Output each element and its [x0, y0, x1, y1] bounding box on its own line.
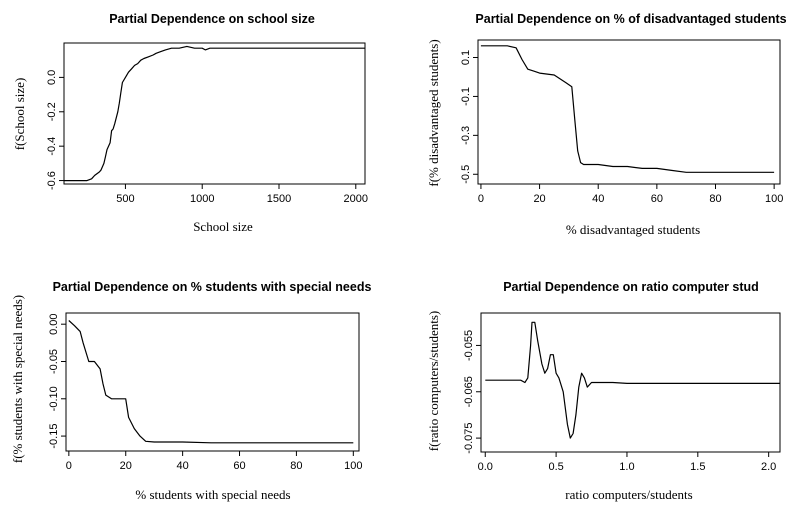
x-axis-label: School size: [193, 219, 253, 234]
x-tick-label: 100: [344, 460, 362, 472]
chart-title: Partial Dependence on school size: [109, 12, 315, 26]
y-tick-label: -0.055: [463, 330, 475, 361]
x-axis-ticks: 0 20 40 60 80 100: [66, 451, 362, 472]
y-tick-label: 0.0: [46, 70, 58, 85]
x-tick-label: 0: [478, 193, 484, 205]
y-tick-label: -0.4: [46, 137, 58, 156]
y-tick-label: -0.05: [48, 349, 60, 374]
y-tick-label: 0.1: [460, 50, 472, 65]
x-tick-label: 60: [651, 193, 663, 205]
y-axis-label: f(% students with special needs): [10, 295, 25, 463]
plot-frame: [477, 39, 781, 185]
x-tick-label: 1500: [267, 193, 291, 205]
y-axis-label: f(ratio computers/students): [426, 311, 441, 451]
partial-dependence-line: [64, 45, 365, 182]
x-tick-label: 1.0: [619, 461, 634, 473]
y-tick-label: -0.5: [460, 165, 472, 184]
plot-frame: [480, 312, 781, 453]
x-tick-label: 2.0: [761, 461, 776, 473]
x-axis-ticks: 0.0 0.5 1.0 1.5 2.0: [478, 452, 776, 473]
y-tick-label: -0.2: [46, 102, 58, 121]
partial-dependence-line: [68, 320, 354, 444]
x-tick-label: 20: [120, 460, 132, 472]
x-tick-label: 500: [116, 193, 134, 205]
y-axis-ticks: -0.5 -0.3 -0.1 0.1: [460, 50, 478, 184]
x-axis-ticks: 500 1000 1500 2000: [116, 184, 368, 205]
chart-title: Partial Dependence on % of disadvantaged…: [475, 12, 786, 26]
y-tick-label: -0.075: [463, 422, 475, 453]
x-tick-label: 80: [709, 193, 721, 205]
y-tick-label: -0.10: [48, 386, 60, 411]
x-axis-label: ratio computers/students: [565, 487, 692, 502]
panel-ratio-computers: Partial Dependence on ratio computer stu…: [426, 280, 781, 502]
x-tick-label: 2000: [344, 193, 368, 205]
y-tick-label: -0.15: [48, 424, 60, 449]
y-tick-label: -0.1: [460, 87, 472, 106]
y-axis-ticks: -0.6 -0.4 -0.2 0.0: [46, 70, 64, 190]
y-tick-label: -0.6: [46, 171, 58, 190]
x-tick-label: 60: [233, 460, 245, 472]
x-tick-label: 0: [66, 460, 72, 472]
panel-school-size: Partial Dependence on school size School…: [12, 12, 368, 234]
y-axis-label: f(School size): [12, 78, 27, 151]
plot-frame: [65, 312, 360, 452]
chart-title: Partial Dependence on % students with sp…: [53, 280, 372, 294]
x-axis-ticks: 0 20 40 60 80 100: [478, 184, 783, 205]
x-tick-label: 40: [177, 460, 189, 472]
y-axis-ticks: -0.075 -0.065 -0.055: [463, 330, 481, 454]
y-tick-label: -0.065: [463, 376, 475, 407]
y-tick-label: 0.00: [48, 313, 60, 334]
x-tick-label: 1000: [190, 193, 214, 205]
x-tick-label: 80: [290, 460, 302, 472]
panel-disadvantaged: Partial Dependence on % of disadvantaged…: [426, 12, 787, 237]
x-tick-label: 0.0: [478, 461, 493, 473]
x-tick-label: 0.5: [548, 461, 563, 473]
x-tick-label: 1.5: [690, 461, 705, 473]
x-tick-label: 40: [592, 193, 604, 205]
x-axis-label: % disadvantaged students: [566, 222, 700, 237]
y-axis-ticks: -0.15 -0.10 -0.05 0.00: [48, 313, 66, 449]
x-tick-label: 100: [765, 193, 783, 205]
x-tick-label: 20: [533, 193, 545, 205]
partial-dependence-line: [480, 45, 775, 173]
partial-dependence-line: [485, 321, 780, 439]
x-axis-label: % students with special needs: [135, 487, 290, 502]
y-tick-label: -0.3: [460, 126, 472, 145]
plot-frame: [63, 42, 366, 185]
y-axis-label: f(% disadvantaged students): [426, 39, 441, 186]
chart-title: Partial Dependence on ratio computer stu…: [503, 280, 759, 294]
panel-special-needs: Partial Dependence on % students with sp…: [10, 280, 371, 502]
